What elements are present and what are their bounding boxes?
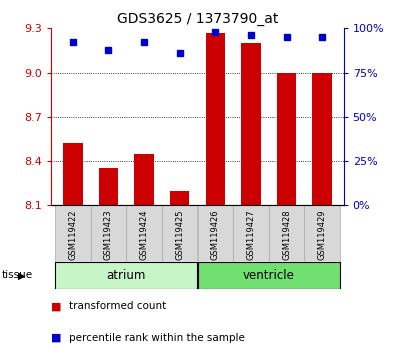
Bar (134, 154, 154, 205)
Bar (269, 205, 305, 262)
Bar (55, 262, 198, 289)
Text: ■: ■ (51, 333, 62, 343)
Bar (205, 33, 225, 205)
Text: percentile rank within the sample: percentile rank within the sample (69, 333, 245, 343)
Bar (55, 205, 90, 262)
Bar (277, 73, 296, 205)
Bar (63, 143, 83, 205)
Text: GSM119425: GSM119425 (175, 210, 184, 260)
Title: GDS3625 / 1373790_at: GDS3625 / 1373790_at (117, 12, 278, 26)
Bar (170, 190, 190, 205)
Bar (241, 43, 261, 205)
Text: ▶: ▶ (18, 270, 25, 280)
Text: GSM119422: GSM119422 (68, 210, 77, 260)
Text: transformed count: transformed count (69, 301, 166, 311)
Text: ■: ■ (51, 301, 62, 311)
Text: GSM119428: GSM119428 (282, 210, 291, 261)
Text: GSM119427: GSM119427 (246, 210, 256, 261)
Text: GSM119426: GSM119426 (211, 210, 220, 261)
Text: atrium: atrium (107, 269, 146, 282)
Bar (198, 262, 340, 289)
Text: ventricle: ventricle (243, 269, 295, 282)
Bar (198, 205, 233, 262)
Bar (99, 169, 118, 205)
Bar (90, 205, 126, 262)
Text: GSM119429: GSM119429 (318, 210, 327, 260)
Text: tissue: tissue (2, 270, 33, 280)
Text: GSM119424: GSM119424 (139, 210, 149, 260)
Bar (312, 73, 332, 205)
Bar (162, 205, 198, 262)
Text: GSM119423: GSM119423 (104, 210, 113, 261)
Bar (126, 205, 162, 262)
Bar (233, 205, 269, 262)
Bar (305, 205, 340, 262)
